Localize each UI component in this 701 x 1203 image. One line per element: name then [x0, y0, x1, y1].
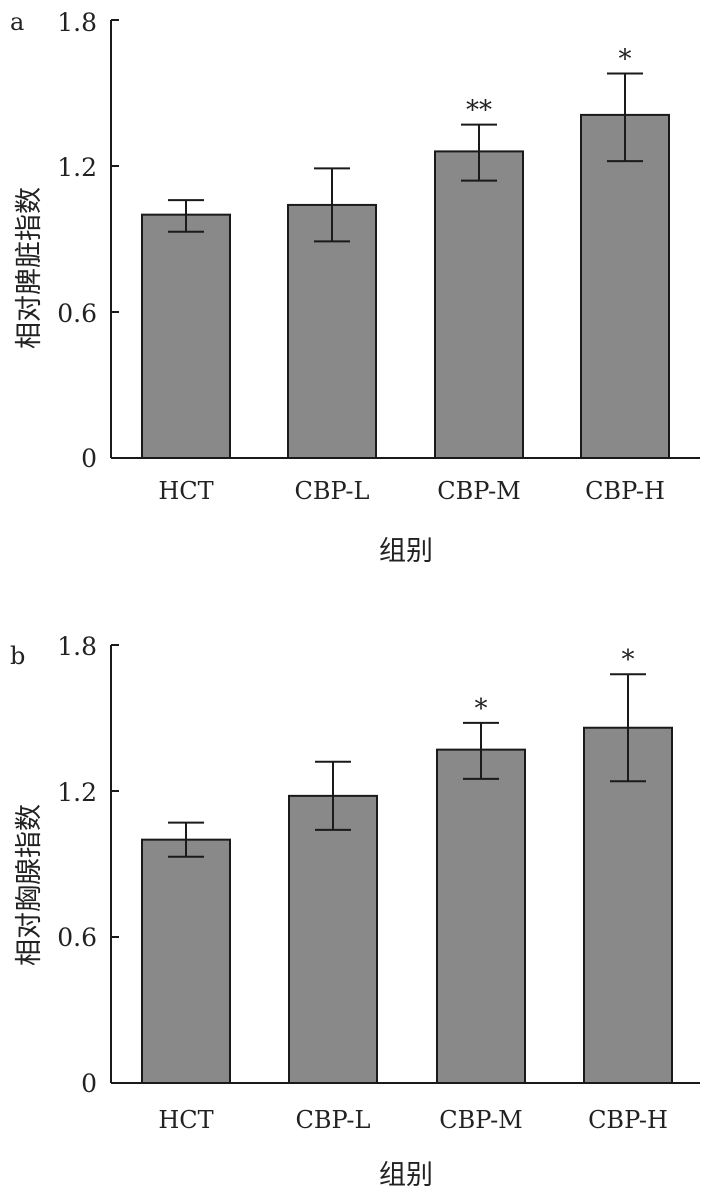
bar [583, 726, 673, 1084]
y-axis-title: 相对脾脏指数 [14, 187, 45, 349]
bar [287, 203, 377, 459]
x-category-label: HCT [158, 1106, 213, 1134]
chart-marks: *** [110, 19, 700, 460]
y-tick-label: 1.8 [57, 632, 97, 661]
x-axis-title: 组别 [379, 536, 433, 567]
panel-label: b [10, 642, 25, 670]
x-category-labels: HCT CBP-L CBP-M CBP-H [158, 477, 665, 505]
y-axis-title: 相对胸腺指数 [14, 804, 45, 966]
y-tick-label: 1.2 [57, 778, 97, 807]
y-tick-label: 1.8 [57, 8, 97, 37]
bar [141, 213, 231, 459]
chart-panel-a: a 相对脾脏指数 组别 0 0.6 1.2 1.8 HCT CBP-L CBP-… [10, 8, 700, 567]
y-tick-label: 0 [81, 1069, 97, 1098]
chart-panel-b: b 相对胸腺指数 组别 0 0.6 1.2 1.8 HCT CBP-L CBP-… [10, 632, 700, 1191]
y-tick-label: 0 [81, 444, 97, 473]
y-ticks: 0 0.6 1.2 1.8 [57, 8, 97, 473]
significance-label: * [619, 45, 632, 75]
y-tick-label: 1.2 [57, 153, 97, 182]
x-category-label: CBP-L [296, 1106, 371, 1134]
panel-label: a [10, 8, 24, 36]
x-category-label: CBP-H [585, 477, 665, 505]
significance-label: * [475, 694, 488, 724]
bar [141, 838, 231, 1085]
x-category-label: CBP-M [437, 477, 521, 505]
bar [288, 794, 378, 1084]
significance-label: ** [466, 96, 492, 126]
x-category-labels: HCT CBP-L CBP-M CBP-H [158, 1106, 668, 1134]
x-category-label: CBP-L [295, 477, 370, 505]
y-ticks: 0 0.6 1.2 1.8 [57, 632, 97, 1098]
bar [580, 113, 670, 460]
bar [436, 748, 526, 1085]
y-tick-label: 0.6 [57, 299, 97, 328]
x-category-label: CBP-H [588, 1106, 668, 1134]
chart-marks: ** [110, 644, 700, 1085]
x-axis-title: 组别 [379, 1160, 433, 1191]
bar [434, 150, 524, 459]
y-tick-label: 0.6 [57, 923, 97, 952]
significance-label: * [622, 645, 635, 675]
x-category-label: CBP-M [439, 1106, 523, 1134]
x-category-label: HCT [158, 477, 213, 505]
